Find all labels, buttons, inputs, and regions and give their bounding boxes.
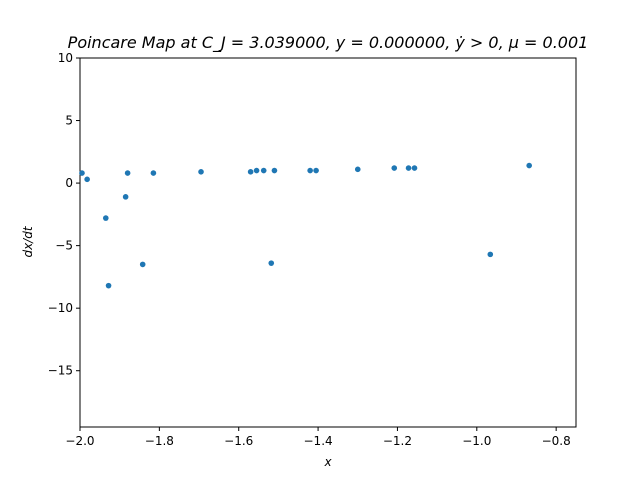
data-point xyxy=(405,165,412,171)
data-point xyxy=(150,170,157,176)
x-tick-label: −1.6 xyxy=(224,434,253,448)
data-point xyxy=(260,167,267,174)
data-point xyxy=(391,165,398,171)
x-tick-label: −1.4 xyxy=(304,434,333,448)
x-tick-label: −1.2 xyxy=(383,434,412,448)
data-point xyxy=(122,194,129,200)
data-point xyxy=(354,166,361,173)
data-point xyxy=(124,170,131,176)
plot-area-frame xyxy=(79,57,577,428)
data-point xyxy=(198,169,204,175)
data-point xyxy=(247,169,254,175)
data-point xyxy=(487,251,494,258)
data-point xyxy=(105,282,112,289)
data-point xyxy=(411,165,418,171)
y-tick-label: 0 xyxy=(65,176,73,190)
data-point xyxy=(268,260,275,266)
y-tick-label: −15 xyxy=(48,364,73,378)
x-tick-label: −0.8 xyxy=(542,434,571,448)
x-tick-label: −2.0 xyxy=(65,434,94,448)
y-tick-label: −10 xyxy=(48,301,73,315)
y-tick-label: 5 xyxy=(65,114,73,128)
data-point xyxy=(313,167,319,174)
x-axis-label: x xyxy=(323,455,332,469)
y-axis-label: dx/dt xyxy=(21,225,35,257)
axis-ticks: −2.0 −1.8 −1.6 −1.4 −1.2 −1.0 −0.8 10 5 0 −5 −10 −15 xyxy=(48,51,571,448)
data-point xyxy=(84,176,90,183)
y-tick-label: −5 xyxy=(55,239,73,253)
x-tick-label: −1.0 xyxy=(462,434,491,448)
data-point xyxy=(526,162,532,169)
data-point xyxy=(79,170,85,176)
data-point xyxy=(271,167,278,174)
chart-title: Poincare Map at C_J = 3.039000, y = 0.00… xyxy=(68,33,589,53)
data-points xyxy=(79,162,532,289)
x-tick-label: −1.8 xyxy=(145,434,174,448)
data-point xyxy=(307,167,313,174)
y-tick-label: 10 xyxy=(58,51,73,65)
data-point xyxy=(102,215,109,221)
data-point xyxy=(139,261,146,268)
data-point xyxy=(253,167,260,174)
